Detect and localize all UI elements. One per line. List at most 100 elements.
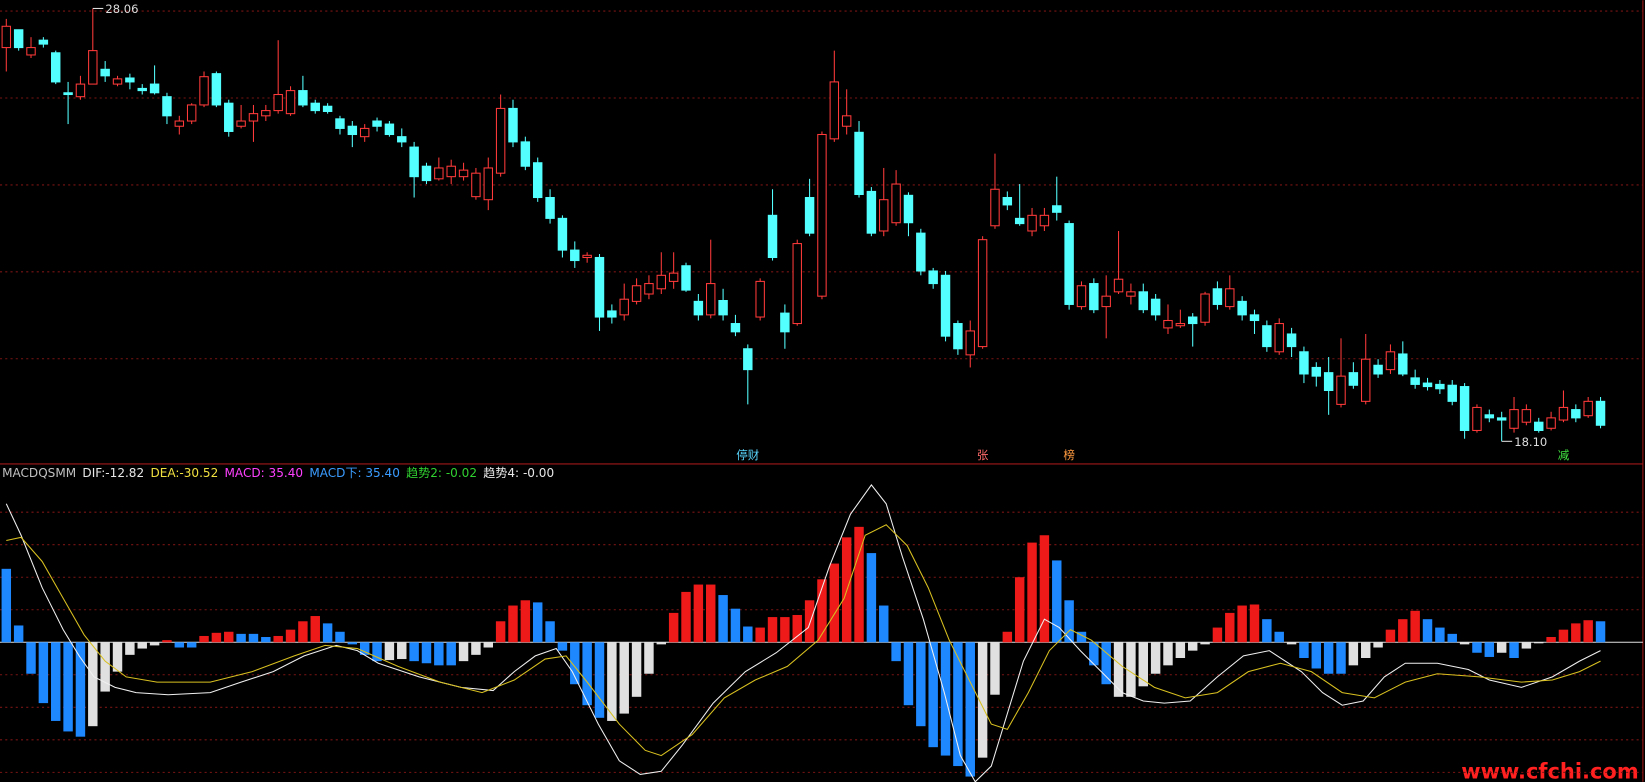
candle-body xyxy=(1101,295,1111,308)
macd-bar xyxy=(1472,642,1482,653)
candle-body xyxy=(990,188,1000,227)
macd-bar xyxy=(1200,642,1210,645)
indicator-header: MACDQSMM xyxy=(2,466,76,480)
macd-bar xyxy=(916,642,926,727)
macd-bar xyxy=(1422,619,1433,643)
candle-body xyxy=(594,256,605,318)
candle-body xyxy=(570,249,580,262)
candle-body xyxy=(1163,319,1173,329)
indicator-header: DEA:-30.52 xyxy=(150,466,218,480)
annotation-label: 18.10 xyxy=(1514,435,1547,449)
macd-bar xyxy=(1237,605,1247,643)
macd-bar xyxy=(1583,620,1593,643)
macd-bar xyxy=(1459,642,1470,645)
candle-body xyxy=(792,243,802,325)
macd-bar xyxy=(1150,642,1161,674)
macd-bar xyxy=(965,642,975,777)
macd-bar xyxy=(458,642,469,662)
candle-body xyxy=(743,348,753,371)
candle-body xyxy=(940,274,951,337)
macd-bar xyxy=(879,605,889,643)
candle-body xyxy=(1274,323,1284,353)
macd-bar xyxy=(1212,627,1223,643)
macd-bar xyxy=(1187,642,1198,651)
candle-body xyxy=(755,280,765,318)
candle-body xyxy=(1496,417,1507,421)
candle-body xyxy=(582,254,592,259)
macd-bar xyxy=(1348,642,1359,666)
signal-tag: 张 xyxy=(977,448,989,462)
candle-body xyxy=(1249,314,1260,322)
macd-bar xyxy=(75,642,86,737)
macd-bar xyxy=(446,642,456,666)
candle-body xyxy=(928,270,938,285)
candle-body xyxy=(1398,353,1408,375)
macd-bar xyxy=(854,526,864,643)
candle-body xyxy=(767,214,778,259)
macd-bar xyxy=(1,568,12,643)
macd-bar xyxy=(125,642,135,655)
macd-bar xyxy=(1496,642,1507,653)
candle-body xyxy=(804,196,815,234)
candle-body xyxy=(1595,400,1606,426)
macd-bar xyxy=(1410,610,1420,643)
macd-bar xyxy=(644,642,654,674)
macd-bar xyxy=(199,635,209,643)
macd-bar xyxy=(310,616,320,643)
macd-bar xyxy=(582,642,592,706)
candle-body xyxy=(1571,409,1581,419)
macd-bar xyxy=(990,642,1000,695)
macd-bar xyxy=(1064,600,1074,643)
candle-body xyxy=(1459,386,1470,431)
macd-bar xyxy=(508,605,518,643)
macd-bar xyxy=(1225,612,1235,643)
macd-bar xyxy=(248,633,259,643)
candle-body xyxy=(1175,323,1186,327)
macd-bar xyxy=(137,642,147,649)
candle-body xyxy=(1447,384,1457,402)
candle-body xyxy=(174,120,185,127)
macd-bar xyxy=(1039,535,1050,643)
macd-bar xyxy=(953,642,963,767)
macd-bar xyxy=(63,642,73,732)
candle-body xyxy=(841,115,852,127)
candle-body xyxy=(211,73,222,106)
macd-bar xyxy=(1546,637,1556,643)
indicator-line xyxy=(6,524,1601,757)
indicator-header: MACD下: 35.40 xyxy=(309,466,400,480)
macd-bar xyxy=(1509,642,1519,658)
macd-bar xyxy=(780,617,790,643)
indicator-line xyxy=(5,484,1601,782)
annotation-label: 28.06 xyxy=(105,2,138,16)
candle-body xyxy=(149,83,160,94)
candle-body xyxy=(1052,205,1062,213)
macd-bar xyxy=(1336,642,1346,674)
macd-bar xyxy=(755,627,765,643)
candle-body xyxy=(75,83,86,98)
candle-body xyxy=(1262,325,1272,348)
candle-body xyxy=(780,312,790,333)
candle-body xyxy=(1212,288,1223,305)
macd-bar xyxy=(1126,642,1136,697)
macd-bar xyxy=(186,642,197,648)
macd-bar xyxy=(273,635,283,643)
candle-body xyxy=(1089,283,1099,311)
macd-bar xyxy=(1571,623,1581,643)
candle-body xyxy=(706,283,716,316)
macd-bar xyxy=(1558,629,1569,643)
macd-bar xyxy=(1014,577,1025,643)
candle-body xyxy=(1225,288,1235,308)
macd-bar xyxy=(421,642,432,664)
signal-tag: 减 xyxy=(1558,448,1570,462)
macd-bar xyxy=(1323,642,1334,674)
watermark: www.cfchi.com xyxy=(1461,759,1639,782)
macd-bar xyxy=(829,563,840,643)
candle-body xyxy=(730,323,741,333)
macd-bar xyxy=(347,642,358,645)
macd-bar xyxy=(767,617,778,643)
macd-bar xyxy=(1361,642,1371,658)
candle-body xyxy=(520,141,531,167)
candle-body xyxy=(236,120,246,127)
macd-bar xyxy=(285,629,296,643)
